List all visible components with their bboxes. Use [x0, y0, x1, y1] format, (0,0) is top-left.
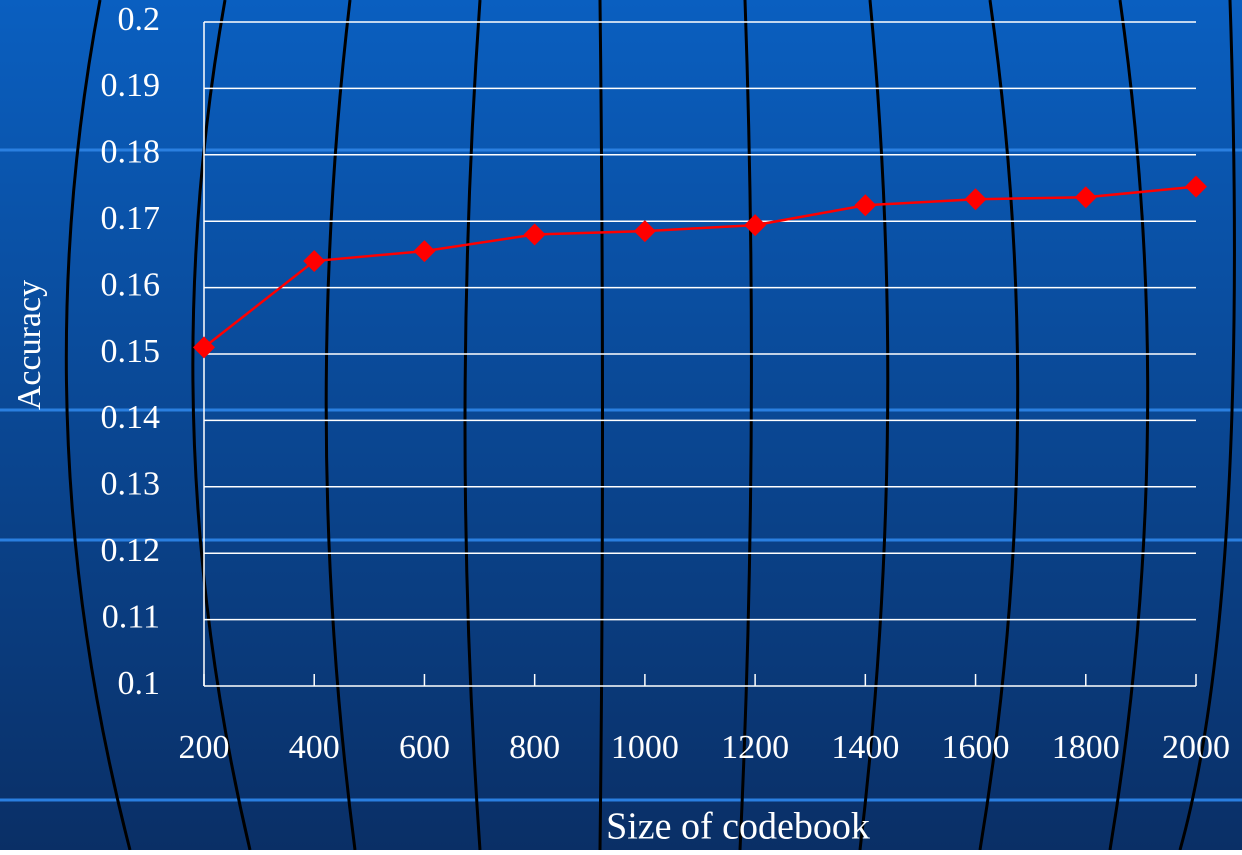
background — [0, 0, 1242, 850]
x-tick-label: 1800 — [1052, 729, 1120, 766]
x-tick-label: 1400 — [831, 729, 899, 766]
y-tick-label: 0.12 — [101, 532, 161, 569]
x-tick-label: 400 — [289, 729, 340, 766]
y-tick-label: 0.18 — [101, 134, 161, 171]
y-tick-label: 0.16 — [101, 266, 161, 303]
x-axis-title: Size of codebook — [606, 806, 870, 848]
y-tick-label: 0.14 — [101, 399, 161, 436]
y-tick-label: 0.15 — [101, 333, 161, 370]
y-axis-title: Accuracy — [11, 280, 48, 410]
chart: Size of codebook Accuracy 0.1 0.11 0.12 0.1… — [0, 0, 1242, 850]
y-tick-label: 0.19 — [101, 67, 161, 104]
y-tick-label: 0.2 — [118, 1, 161, 38]
y-tick-label: 0.13 — [101, 466, 161, 503]
y-tick-label: 0.17 — [101, 200, 161, 237]
x-tick-label: 1000 — [611, 729, 679, 766]
x-tick-label: 1600 — [942, 729, 1010, 766]
x-tick-label: 2000 — [1162, 729, 1230, 766]
x-tick-label: 200 — [179, 729, 230, 766]
x-tick-label: 600 — [399, 729, 450, 766]
x-tick-label: 1200 — [721, 729, 789, 766]
y-tick-label: 0.11 — [102, 598, 160, 635]
x-tick-label: 800 — [509, 729, 560, 766]
y-tick-label: 0.1 — [118, 665, 161, 702]
